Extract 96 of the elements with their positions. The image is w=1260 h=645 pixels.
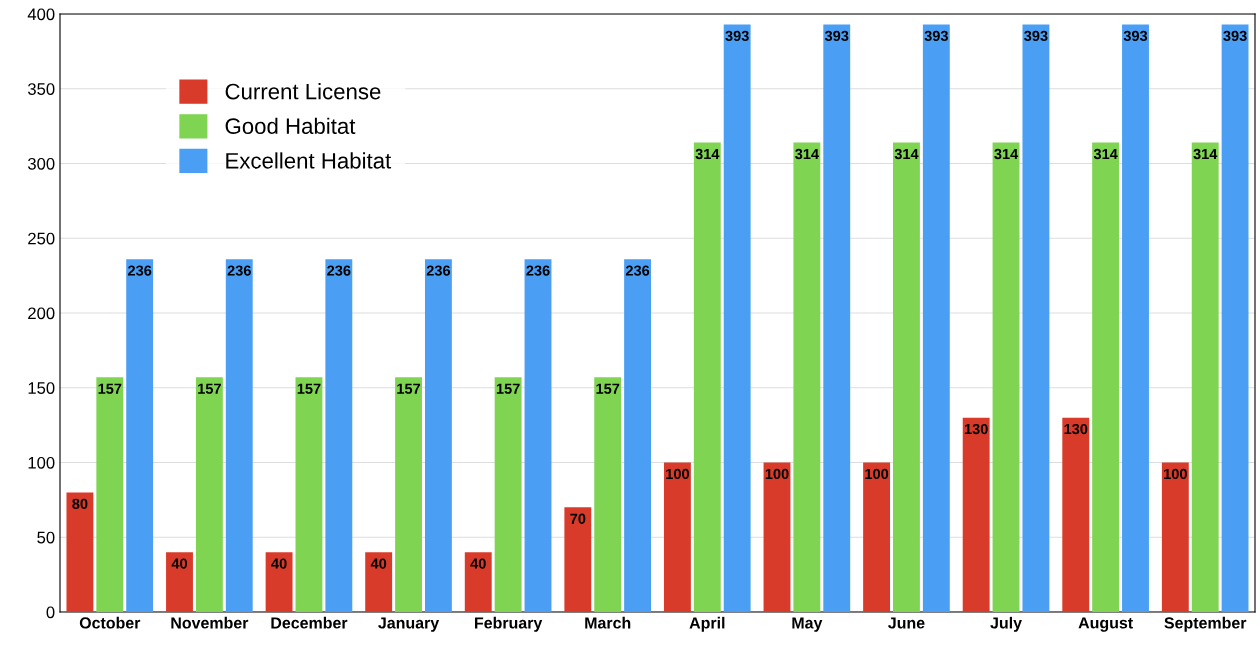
bar xyxy=(126,259,154,612)
data-label: 393 xyxy=(1123,30,1148,42)
data-label: 236 xyxy=(526,265,550,276)
data-label: 393 xyxy=(924,30,948,42)
bar xyxy=(1191,142,1219,612)
x-tick-label: February xyxy=(475,616,543,632)
x-tick-label: October xyxy=(79,616,141,629)
data-label: 130 xyxy=(1064,423,1088,435)
x-tick-label: July xyxy=(990,616,1022,632)
y-tick-label: 350 xyxy=(27,83,55,95)
bar xyxy=(763,462,791,612)
y-tick-label: 100 xyxy=(28,456,55,469)
bar xyxy=(365,552,393,612)
bar xyxy=(524,259,552,612)
y-tick-label: 200 xyxy=(28,307,55,320)
data-label: 236 xyxy=(128,265,152,276)
data-label: 236 xyxy=(426,265,451,276)
data-label: 100 xyxy=(865,468,889,480)
data-label: 314 xyxy=(894,148,919,160)
x-tick-label: August xyxy=(1078,617,1133,632)
data-label: 314 xyxy=(1093,148,1118,160)
bar xyxy=(823,24,851,612)
bar xyxy=(265,552,293,612)
bar xyxy=(1122,24,1149,612)
y-tick-label: 0 xyxy=(46,606,55,619)
data-label: 393 xyxy=(1024,30,1048,42)
data-label: 157 xyxy=(496,383,520,394)
bar xyxy=(424,259,452,612)
data-label: 100 xyxy=(666,468,689,480)
data-label: 393 xyxy=(824,30,849,42)
bar xyxy=(1092,142,1120,612)
bar xyxy=(922,24,950,612)
data-label: 40 xyxy=(470,558,486,569)
y-tick-label: 50 xyxy=(37,531,55,544)
legend-label: Good Habitat xyxy=(225,117,356,135)
bar xyxy=(594,377,622,612)
bar xyxy=(395,377,422,612)
data-label: 314 xyxy=(695,148,720,160)
x-tick-label: June xyxy=(888,617,925,629)
data-label: 100 xyxy=(765,468,789,480)
bar xyxy=(494,377,522,612)
bar xyxy=(1062,417,1090,612)
bar xyxy=(166,552,193,612)
bar xyxy=(962,417,990,612)
x-tick-label: November xyxy=(171,616,249,629)
x-tick-label: December xyxy=(271,616,348,629)
bar xyxy=(66,492,94,612)
bar xyxy=(1221,24,1249,612)
legend-label: Current License xyxy=(225,83,381,100)
bar xyxy=(564,507,592,612)
data-label: 314 xyxy=(1193,148,1218,160)
bar xyxy=(1161,462,1189,612)
x-tick-label: September xyxy=(1164,616,1247,632)
bar xyxy=(225,259,253,612)
data-label: 157 xyxy=(297,383,321,394)
bar xyxy=(195,377,223,612)
data-label: 40 xyxy=(171,558,188,569)
bar xyxy=(863,462,891,612)
data-label: 314 xyxy=(994,148,1019,160)
data-label: 157 xyxy=(198,383,221,394)
x-tick-label: May xyxy=(792,617,823,632)
bar xyxy=(96,377,124,612)
bar xyxy=(693,142,721,612)
bar xyxy=(624,259,652,612)
data-label: 314 xyxy=(795,148,819,160)
data-label: 80 xyxy=(72,498,88,509)
data-label: 70 xyxy=(570,513,586,524)
bar xyxy=(1022,24,1050,612)
data-label: 40 xyxy=(370,558,387,569)
bar xyxy=(325,259,353,612)
data-label: 157 xyxy=(596,383,620,394)
bar xyxy=(464,552,492,612)
bar xyxy=(295,377,323,612)
data-label: 236 xyxy=(227,265,251,276)
x-tick-label: March xyxy=(585,616,631,629)
bar xyxy=(992,142,1020,612)
bar xyxy=(663,462,691,612)
x-tick-label: April xyxy=(689,616,725,632)
data-label: 40 xyxy=(271,558,287,569)
data-label: 157 xyxy=(397,383,421,394)
y-tick-label: 250 xyxy=(28,232,55,245)
y-tick-label: 400 xyxy=(27,8,55,21)
y-tick-label: 150 xyxy=(28,382,55,394)
legend-label: Excellent Habitat xyxy=(226,152,392,169)
data-label: 236 xyxy=(625,265,650,276)
bar xyxy=(893,142,920,612)
data-label: 236 xyxy=(327,265,351,276)
data-label: 157 xyxy=(98,383,122,394)
bar xyxy=(793,142,821,612)
x-tick-label: January xyxy=(378,617,440,632)
data-label: 100 xyxy=(1164,468,1187,480)
data-label: 130 xyxy=(964,423,988,435)
data-label: 393 xyxy=(1223,30,1247,42)
data-label: 393 xyxy=(725,30,749,42)
bar xyxy=(723,24,751,612)
y-tick-label: 300 xyxy=(27,157,55,170)
